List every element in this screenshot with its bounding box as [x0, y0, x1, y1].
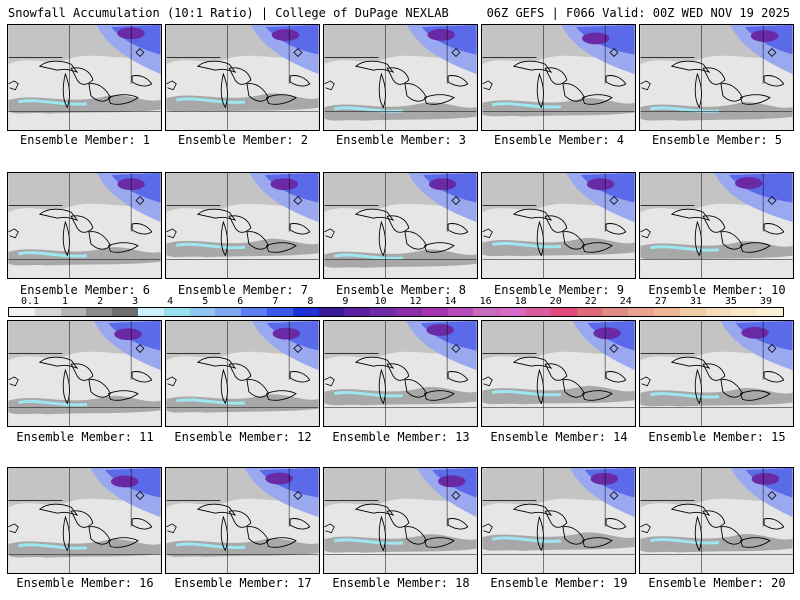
- ensemble-member-map-10: [639, 172, 794, 279]
- colorbar-swatch: [137, 308, 164, 316]
- ensemble-member-map-11: [7, 320, 162, 427]
- colorbar-swatch: [447, 308, 474, 316]
- colorbar-swatch: [9, 308, 35, 316]
- ensemble-member-label: Ensemble Member: 15: [648, 430, 786, 444]
- ensemble-member-label: Ensemble Member: 4: [493, 133, 625, 147]
- ensemble-member-map-3: [323, 24, 478, 131]
- ensemble-member-map-16: [7, 467, 162, 574]
- ensemble-member-label: Ensemble Member: 16: [16, 576, 154, 590]
- colorbar-tick-label: 4: [167, 296, 174, 307]
- colorbar-swatch: [86, 308, 113, 316]
- ensemble-member-label: Ensemble Member: 13: [332, 430, 470, 444]
- ensemble-member-label: Ensemble Member: 8: [335, 283, 467, 297]
- ensemble-member-label: Ensemble Member: 14: [490, 430, 628, 444]
- colorbar-swatch: [421, 308, 448, 316]
- colorbar-tick-label: 9: [342, 296, 349, 307]
- ensemble-member-map-9: [481, 172, 636, 279]
- colorbar-swatch: [731, 308, 758, 316]
- ensemble-member-map-4: [481, 24, 636, 131]
- colorbar-swatch: [576, 308, 603, 316]
- ensemble-member-label: Ensemble Member: 10: [648, 283, 786, 297]
- ensemble-member-label: Ensemble Member: 11: [16, 430, 154, 444]
- ensemble-member-label: Ensemble Member: 3: [335, 133, 467, 147]
- colorbar-tick-label: 31: [689, 296, 702, 307]
- colorbar-swatch: [241, 308, 267, 316]
- colorbar-tick-label: 2: [97, 296, 104, 307]
- colorbar-labels: 0.1 1 2 3 4 5 6 7 8 9 10 12 14 16 18 20 22 24 27 31 35 39: [8, 296, 784, 307]
- colorbar-tick-label: 35: [724, 296, 737, 307]
- colorbar-tick-label: 16: [479, 296, 492, 307]
- colorbar-tick-label: 5: [202, 296, 209, 307]
- colorbar-tick-label: 39: [759, 296, 773, 307]
- colorbar-tick-label: 6: [237, 296, 244, 307]
- colorbar-swatch: [679, 308, 706, 316]
- colorbar-tick-label: 14: [444, 296, 457, 307]
- colorbar-tick-label: 24: [619, 296, 632, 307]
- colorbar-swatch: [602, 308, 629, 316]
- ensemble-member-map-14: [481, 320, 636, 427]
- colorbar-swatch: [628, 308, 654, 316]
- colorbar-tick-label: 22: [584, 296, 597, 307]
- ensemble-member-label: Ensemble Member: 18: [332, 576, 470, 590]
- colorbar-tick-label: 7: [272, 296, 279, 307]
- ensemble-member-map-8: [323, 172, 478, 279]
- colorbar-swatch: [757, 308, 783, 316]
- page-title: Snowfall Accumulation (10:1 Ratio) | Col…: [8, 6, 449, 20]
- ensemble-member-map-1: [7, 24, 162, 131]
- colorbar-tick-label: 18: [514, 296, 527, 307]
- valid-time-label: 06Z GEFS | F066 Valid: 00Z WED NOV 19 20…: [486, 6, 790, 20]
- ensemble-member-map-18: [323, 467, 478, 574]
- colorbar-tick-label: 3: [132, 296, 139, 307]
- colorbar-swatch: [163, 308, 190, 316]
- ensemble-member-label: Ensemble Member: 9: [493, 283, 625, 297]
- colorbar-swatch: [395, 308, 422, 316]
- ensemble-member-map-6: [7, 172, 162, 279]
- colorbar-swatch: [705, 308, 732, 316]
- colorbar-swatch: [215, 308, 242, 316]
- colorbar-swatch: [318, 308, 345, 316]
- colorbar-tick-label: 12: [409, 296, 422, 307]
- ensemble-member-map-15: [639, 320, 794, 427]
- ensemble-member-map-5: [639, 24, 794, 131]
- colorbar: [8, 307, 784, 317]
- ensemble-member-label: Ensemble Member: 1: [19, 133, 151, 147]
- ensemble-member-label: Ensemble Member: 20: [648, 576, 786, 590]
- colorbar-tick-label: 0.1: [20, 296, 40, 307]
- colorbar-swatch: [112, 308, 138, 316]
- ensemble-member-map-19: [481, 467, 636, 574]
- colorbar-tick-label: 20: [549, 296, 562, 307]
- ensemble-member-label: Ensemble Member: 19: [490, 576, 628, 590]
- colorbar-swatch: [473, 308, 500, 316]
- colorbar-swatch: [34, 308, 61, 316]
- colorbar-tick-label: 8: [307, 296, 314, 307]
- ensemble-member-map-2: [165, 24, 320, 131]
- colorbar-swatch: [499, 308, 525, 316]
- colorbar-swatch: [344, 308, 371, 316]
- ensemble-member-label: Ensemble Member: 17: [174, 576, 312, 590]
- colorbar-swatch: [524, 308, 551, 316]
- ensemble-member-map-13: [323, 320, 478, 427]
- ensemble-member-label: Ensemble Member: 2: [177, 133, 309, 147]
- colorbar-swatch: [266, 308, 293, 316]
- colorbar-swatch: [370, 308, 396, 316]
- colorbar-swatch: [653, 308, 680, 316]
- colorbar-swatch: [292, 308, 319, 316]
- ensemble-member-label: Ensemble Member: 6: [19, 283, 151, 297]
- colorbar-tick-label: 10: [374, 296, 387, 307]
- ensemble-member-label: Ensemble Member: 5: [651, 133, 783, 147]
- ensemble-member-map-12: [165, 320, 320, 427]
- colorbar-tick-label: 1: [62, 296, 69, 307]
- colorbar-swatch: [60, 308, 87, 316]
- ensemble-member-map-20: [639, 467, 794, 574]
- colorbar-tick-label: 27: [654, 296, 667, 307]
- ensemble-member-map-7: [165, 172, 320, 279]
- ensemble-member-map-17: [165, 467, 320, 574]
- colorbar-swatch: [550, 308, 577, 316]
- colorbar-swatch: [189, 308, 216, 316]
- ensemble-member-label: Ensemble Member: 7: [177, 283, 309, 297]
- ensemble-member-label: Ensemble Member: 12: [174, 430, 312, 444]
